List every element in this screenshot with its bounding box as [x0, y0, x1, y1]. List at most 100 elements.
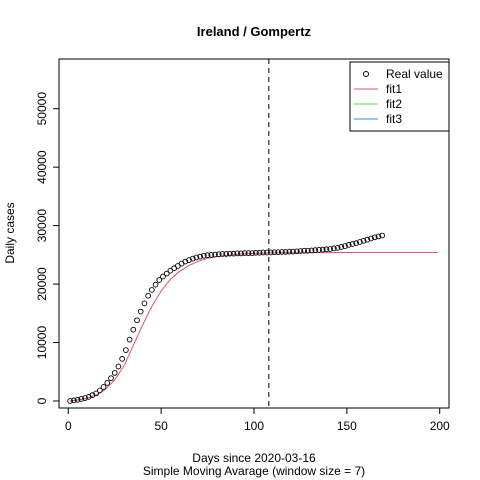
real-value-point — [145, 292, 151, 299]
legend-marker-real-value — [363, 71, 369, 77]
real-value-point — [74, 396, 81, 403]
real-value-point — [345, 242, 352, 248]
legend-label: Real value — [386, 67, 443, 81]
real-value-point — [219, 251, 226, 257]
real-value-point — [141, 300, 148, 307]
real-value-point — [267, 249, 274, 256]
real-value-point — [327, 246, 333, 252]
real-value-point — [342, 243, 348, 249]
legend-label: fit1 — [386, 82, 402, 96]
real-value-point — [334, 244, 341, 251]
legend-label: fit2 — [386, 97, 402, 111]
real-value-point — [93, 390, 99, 397]
real-value-point — [256, 249, 263, 256]
real-value-point — [208, 251, 215, 258]
y-axis-label: Daily cases — [3, 202, 17, 263]
real-value-point — [323, 246, 330, 253]
real-value-point — [130, 326, 137, 333]
real-value-point — [279, 249, 285, 255]
real-value-point — [71, 397, 77, 404]
real-value-point — [104, 380, 111, 386]
real-value-point — [305, 247, 311, 254]
real-value-point — [297, 248, 304, 254]
real-value-point — [319, 246, 326, 253]
real-value-point — [111, 370, 118, 376]
x-axis-label: Days since 2020-03-16 — [192, 451, 316, 465]
real-value-point — [245, 250, 252, 256]
real-value-point — [286, 248, 293, 255]
real-value-point — [186, 257, 192, 263]
real-value-point — [379, 232, 385, 239]
real-value-point — [375, 233, 382, 240]
real-value-point — [238, 250, 244, 257]
real-value-point — [100, 384, 107, 390]
real-value-point — [134, 317, 140, 324]
y-tick-label: 0 — [35, 397, 49, 404]
real-value-point — [312, 247, 319, 254]
real-value-point — [212, 251, 218, 258]
real-value-point — [371, 234, 378, 241]
y-tick-label: 50000 — [35, 92, 49, 126]
y-tick-label: 20000 — [35, 267, 49, 301]
real-value-point — [163, 270, 170, 277]
real-value-point — [301, 247, 307, 254]
real-value-point — [160, 273, 166, 280]
real-value-point — [193, 254, 200, 261]
real-value-point — [338, 244, 345, 250]
real-value-point — [275, 249, 281, 256]
real-value-point — [215, 251, 222, 258]
real-value-point — [137, 308, 144, 315]
real-value-point — [223, 251, 229, 257]
real-value-point — [182, 258, 189, 265]
real-value-point — [290, 248, 296, 255]
real-value-point — [234, 250, 241, 257]
real-value-point — [282, 249, 289, 255]
real-value-point — [115, 363, 122, 370]
real-value-point — [67, 398, 73, 404]
real-value-point — [189, 255, 196, 262]
x-tick-label: 50 — [154, 419, 168, 433]
real-value-point — [241, 250, 248, 256]
real-value-point — [108, 375, 114, 382]
real-value-point — [78, 396, 85, 402]
real-value-point — [308, 247, 315, 254]
real-value-point — [360, 237, 367, 244]
real-value-point — [230, 250, 237, 257]
y-tick-label: 30000 — [35, 209, 49, 243]
real-value-point — [293, 248, 300, 255]
real-value-point — [349, 241, 356, 247]
legend-label: fit3 — [386, 112, 402, 126]
real-value-point — [271, 249, 278, 256]
x-tick-label: 100 — [244, 419, 264, 433]
real-value-point — [368, 235, 374, 242]
real-value-point — [204, 252, 211, 258]
x-tick-label: 200 — [430, 419, 450, 433]
real-value-point — [82, 395, 88, 401]
real-value-point — [152, 281, 159, 288]
real-value-point — [331, 245, 337, 252]
real-value-point — [156, 277, 163, 283]
y-tick-label: 10000 — [35, 326, 49, 360]
real-value-point — [364, 236, 371, 243]
chart-title: Ireland / Gompertz — [197, 24, 312, 39]
real-value-point — [201, 252, 207, 259]
real-value-point — [119, 356, 125, 362]
real-value-point — [316, 247, 322, 253]
real-value-point — [264, 249, 270, 256]
fit1-line — [70, 252, 438, 402]
real-value-point — [260, 249, 267, 256]
real-value-point — [227, 250, 233, 257]
real-value-point — [123, 347, 129, 353]
real-value-point — [249, 250, 255, 256]
real-value-point — [357, 239, 363, 245]
real-value-point — [149, 287, 155, 293]
x-tick-label: 0 — [65, 419, 72, 433]
x-tick-label: 150 — [337, 419, 357, 433]
real-value-point — [97, 387, 103, 394]
real-value-point — [126, 336, 133, 343]
real-value-point — [197, 253, 203, 260]
x-axis-sublabel: Simple Moving Avarage (window size = 7) — [143, 464, 365, 478]
y-tick-label: 40000 — [35, 150, 49, 184]
